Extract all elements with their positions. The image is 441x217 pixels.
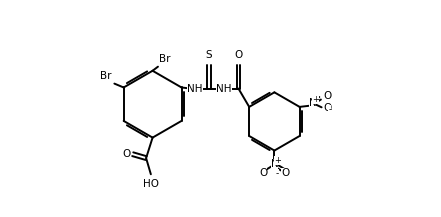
Text: O: O <box>281 168 289 178</box>
Text: -: - <box>275 169 279 178</box>
Text: NH: NH <box>187 84 203 94</box>
Text: +: + <box>274 156 281 165</box>
Text: O: O <box>323 91 331 101</box>
Text: O: O <box>234 50 243 60</box>
Text: O: O <box>259 168 267 178</box>
Text: NH: NH <box>217 84 232 94</box>
Text: N: N <box>270 159 278 169</box>
Text: -: - <box>328 105 331 114</box>
Text: S: S <box>206 50 213 60</box>
Text: +: + <box>312 95 319 104</box>
Text: N: N <box>309 98 317 108</box>
Text: O: O <box>324 103 332 113</box>
Text: O: O <box>123 149 131 159</box>
Text: HO: HO <box>143 179 159 189</box>
Text: Br: Br <box>159 54 171 64</box>
Text: Br: Br <box>100 71 112 81</box>
